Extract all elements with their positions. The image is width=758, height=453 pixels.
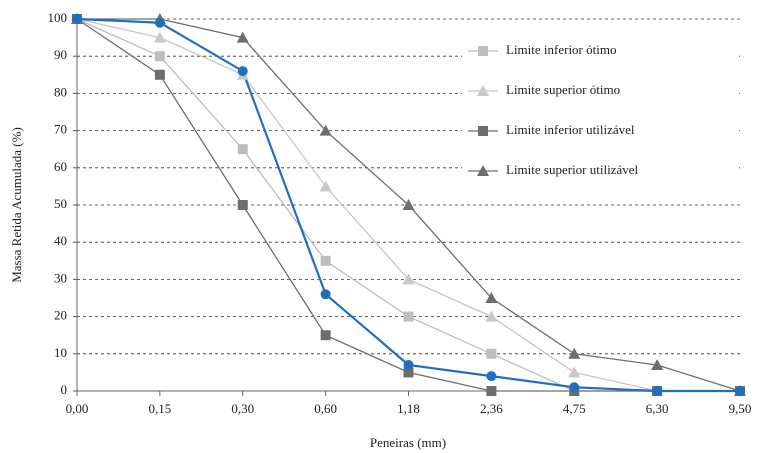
y-tick-label: 10 — [54, 345, 67, 360]
legend-background — [462, 33, 739, 193]
y-tick-label: 30 — [54, 270, 67, 285]
marker — [237, 144, 248, 155]
marker — [403, 311, 414, 322]
marker — [735, 386, 745, 396]
y-tick-label: 50 — [54, 196, 67, 211]
marker — [485, 310, 498, 322]
marker — [486, 371, 497, 382]
marker — [236, 31, 249, 43]
x-tick-label: 0,00 — [66, 401, 89, 416]
y-tick-label: 20 — [54, 308, 67, 323]
marker — [403, 359, 414, 370]
y-tick-label: 100 — [48, 10, 68, 25]
y-tick-label: 60 — [54, 159, 67, 174]
x-tick-label: 0,30 — [231, 401, 254, 416]
marker — [154, 69, 165, 80]
marker — [320, 255, 331, 266]
marker — [319, 180, 332, 192]
legend-label: Limite inferior utilizável — [506, 122, 635, 137]
x-tick-label: 0,15 — [149, 401, 172, 416]
marker — [72, 14, 82, 24]
marker — [154, 51, 165, 62]
marker — [237, 66, 248, 77]
x-tick-label: 4,75 — [563, 401, 586, 416]
x-tick-label: 2,36 — [480, 401, 503, 416]
marker — [652, 386, 663, 396]
marker — [154, 17, 165, 28]
y-tick-label: 70 — [54, 122, 67, 137]
legend-marker — [478, 46, 488, 56]
legend-label: Limite superior ótimo — [506, 82, 620, 97]
x-tick-label: 1,18 — [397, 401, 420, 416]
marker — [237, 200, 248, 210]
marker — [485, 292, 498, 303]
x-tick-label: 6,30 — [646, 401, 669, 416]
x-axis-title: Peneiras (mm) — [370, 435, 446, 450]
marker — [402, 199, 415, 210]
marker — [486, 348, 497, 359]
legend-marker — [477, 165, 489, 176]
y-tick-label: 90 — [54, 47, 67, 62]
marker — [320, 289, 331, 300]
marker — [320, 330, 331, 341]
marker — [319, 124, 332, 136]
legend-marker — [478, 126, 488, 136]
marker — [651, 358, 664, 370]
marker — [486, 386, 497, 396]
y-axis-title: Massa Retida Acumulada (%) — [9, 127, 24, 283]
legend-marker — [477, 85, 489, 96]
y-tick-label: 40 — [54, 233, 67, 248]
x-tick-label: 9,50 — [729, 401, 752, 416]
x-tick-label: 0,60 — [314, 401, 337, 416]
marker — [569, 382, 580, 393]
marker — [403, 367, 414, 378]
y-tick-label: 0 — [61, 382, 68, 397]
legend-label: Limite inferior ótimo — [506, 42, 616, 57]
marker — [153, 31, 166, 43]
y-tick-label: 80 — [54, 84, 67, 99]
marker — [402, 273, 415, 285]
marker — [568, 347, 581, 359]
legend-label: Limite superior utilizável — [506, 162, 639, 177]
marker — [568, 366, 581, 378]
